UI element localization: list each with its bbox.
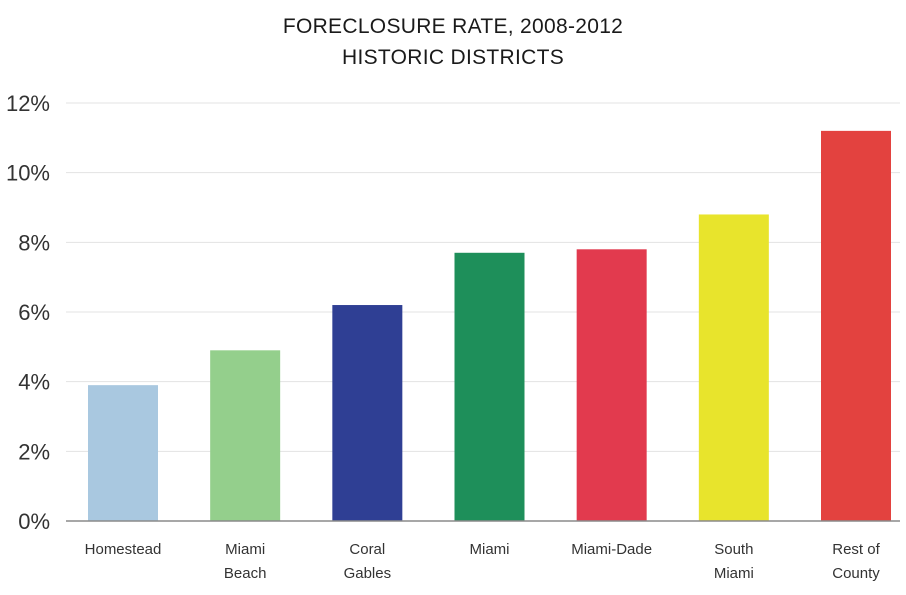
- x-category-label: Coral: [349, 541, 385, 558]
- y-axis-ticks: 0% 2% 4% 6% 8% 10% 12%: [6, 91, 50, 534]
- bar: [454, 252, 525, 522]
- bars: [88, 130, 891, 522]
- x-category-label: Rest of: [832, 541, 880, 558]
- y-tick-label: 6%: [18, 300, 50, 325]
- bar: [210, 350, 281, 521]
- y-tick-label: 10%: [6, 161, 50, 186]
- y-tick-label: 2%: [18, 439, 50, 464]
- x-category-label: Miami: [225, 541, 265, 558]
- bar: [332, 305, 403, 521]
- bar: [821, 130, 891, 521]
- bar: [576, 249, 647, 522]
- x-category-label: Miami-Dade: [571, 541, 652, 558]
- x-category-label: Miami: [714, 565, 754, 582]
- y-tick-label: 0%: [18, 509, 50, 534]
- x-category-label: County: [832, 565, 880, 582]
- x-axis-labels: Homestead Miami Beach Coral Gables Miami Miami…: [85, 541, 881, 582]
- y-tick-label: 8%: [18, 230, 50, 255]
- y-tick-label: 12%: [6, 91, 50, 116]
- bar: [88, 385, 158, 521]
- chart-title: FORECLOSURE RATE, 2008-2012: [283, 15, 623, 38]
- chart-subtitle: HISTORIC DISTRICTS: [342, 46, 564, 69]
- bar: [698, 214, 769, 521]
- x-category-label: Gables: [344, 565, 392, 582]
- x-category-label: Miami: [470, 541, 510, 558]
- x-category-label: Homestead: [85, 541, 162, 558]
- x-category-label: South: [714, 541, 753, 558]
- y-tick-label: 4%: [18, 370, 50, 395]
- x-category-label: Beach: [224, 565, 267, 582]
